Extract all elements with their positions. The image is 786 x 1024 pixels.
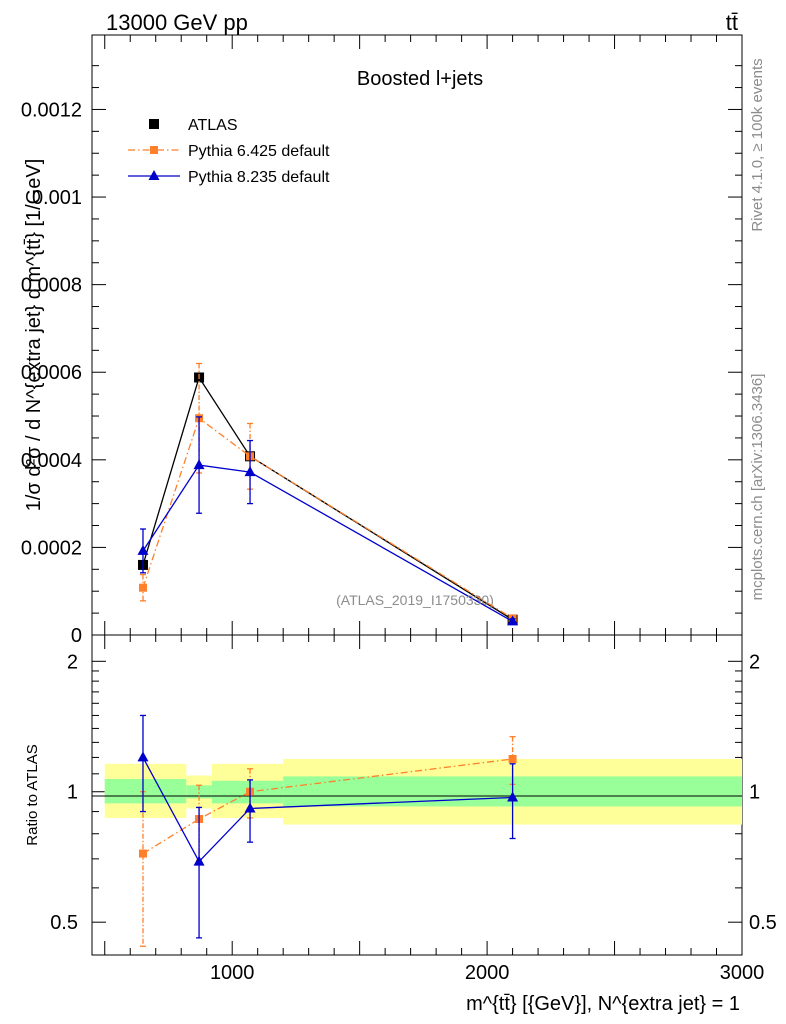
series-layer: [137, 362, 519, 947]
main-y-tick-label: 0: [71, 625, 82, 647]
main-y-axis-label: 1/σ d²σ / d N^{extra jet} d m^{tt̄} [1/G…: [23, 159, 45, 512]
main-y-tick-label: 0.0008: [21, 275, 82, 297]
legend-marker-pythia6: [150, 146, 158, 154]
legend-marker-pythia8: [148, 170, 160, 180]
mcplots-label: mcplots.cern.ch [arXiv:1306.3436]: [749, 374, 766, 601]
tick-labels: 0 0.0002 0.0004 0.0006 0.0008 0.001 0.0012 0.5 0…: [21, 99, 777, 984]
axis-ticks: [92, 35, 743, 955]
ratio-series-line: [142, 757, 513, 863]
energy-label: 13000 GeV pp: [106, 10, 248, 35]
x-axis-label: m^{tt̄} [{GeV}], N^{extra jet} = 1: [466, 993, 740, 1015]
legend-label-pythia6: Pythia 6.425 default: [188, 143, 330, 160]
ratio-series-line: [142, 758, 513, 855]
main-series-line: [142, 417, 513, 619]
uncertainty-band-inner: [186, 785, 212, 799]
main-point-triangle: [193, 459, 205, 470]
legend: ATLAS Pythia 6.425 default Pythia 8.235 …: [128, 117, 330, 186]
main-point-triangle: [137, 544, 149, 555]
ratio-y-tick-label-right: 0.5: [749, 912, 777, 934]
x-tick-label: 1000: [210, 962, 255, 984]
main-y-tick-label: 0.0012: [21, 99, 82, 121]
ratio-point-triangle: [193, 855, 205, 866]
ratio-point-square: [138, 849, 147, 858]
main-y-tick-label: 0.0002: [21, 537, 82, 559]
ratio-y-tick-label: 1: [67, 782, 78, 804]
ratio-y-tick-label: 2: [67, 651, 78, 673]
legend-label-pythia8: Pythia 8.235 default: [188, 169, 330, 186]
main-series-line: [142, 464, 513, 622]
rivet-version-label: Rivet 4.1.0, ≥ 100k events: [749, 58, 766, 231]
main-y-tick-label: 0.001: [32, 187, 82, 209]
ratio-point-triangle: [507, 791, 519, 802]
analysis-watermark: (ATLAS_2019_I1750330): [336, 592, 494, 608]
main-point-triangle: [244, 466, 256, 477]
main-y-tick-label: 0.0006: [21, 362, 82, 384]
process-label: tt̄: [726, 10, 738, 35]
ratio-point-square: [508, 755, 517, 764]
ratio-y-axis-label: Ratio to ATLAS: [24, 744, 41, 845]
x-tick-label: 2000: [465, 962, 510, 984]
x-tick-label: 3000: [720, 962, 765, 984]
ratio-point-triangle: [137, 751, 149, 762]
main-y-tick-label: 0.0004: [21, 450, 82, 472]
legend-label-atlas: ATLAS: [188, 117, 238, 134]
ratio-y-tick-label: 0.5: [50, 912, 78, 934]
ratio-point-triangle: [244, 802, 256, 813]
main-point-square: [138, 583, 147, 592]
ratio-y-tick-label-right: 1: [749, 782, 760, 804]
ratio-y-tick-label-right: 2: [749, 651, 760, 673]
chart-title: Boosted l+jets: [357, 68, 483, 90]
ratio-bands: [104, 759, 742, 825]
main-point-triangle: [507, 615, 519, 626]
legend-marker-atlas: [149, 119, 159, 129]
